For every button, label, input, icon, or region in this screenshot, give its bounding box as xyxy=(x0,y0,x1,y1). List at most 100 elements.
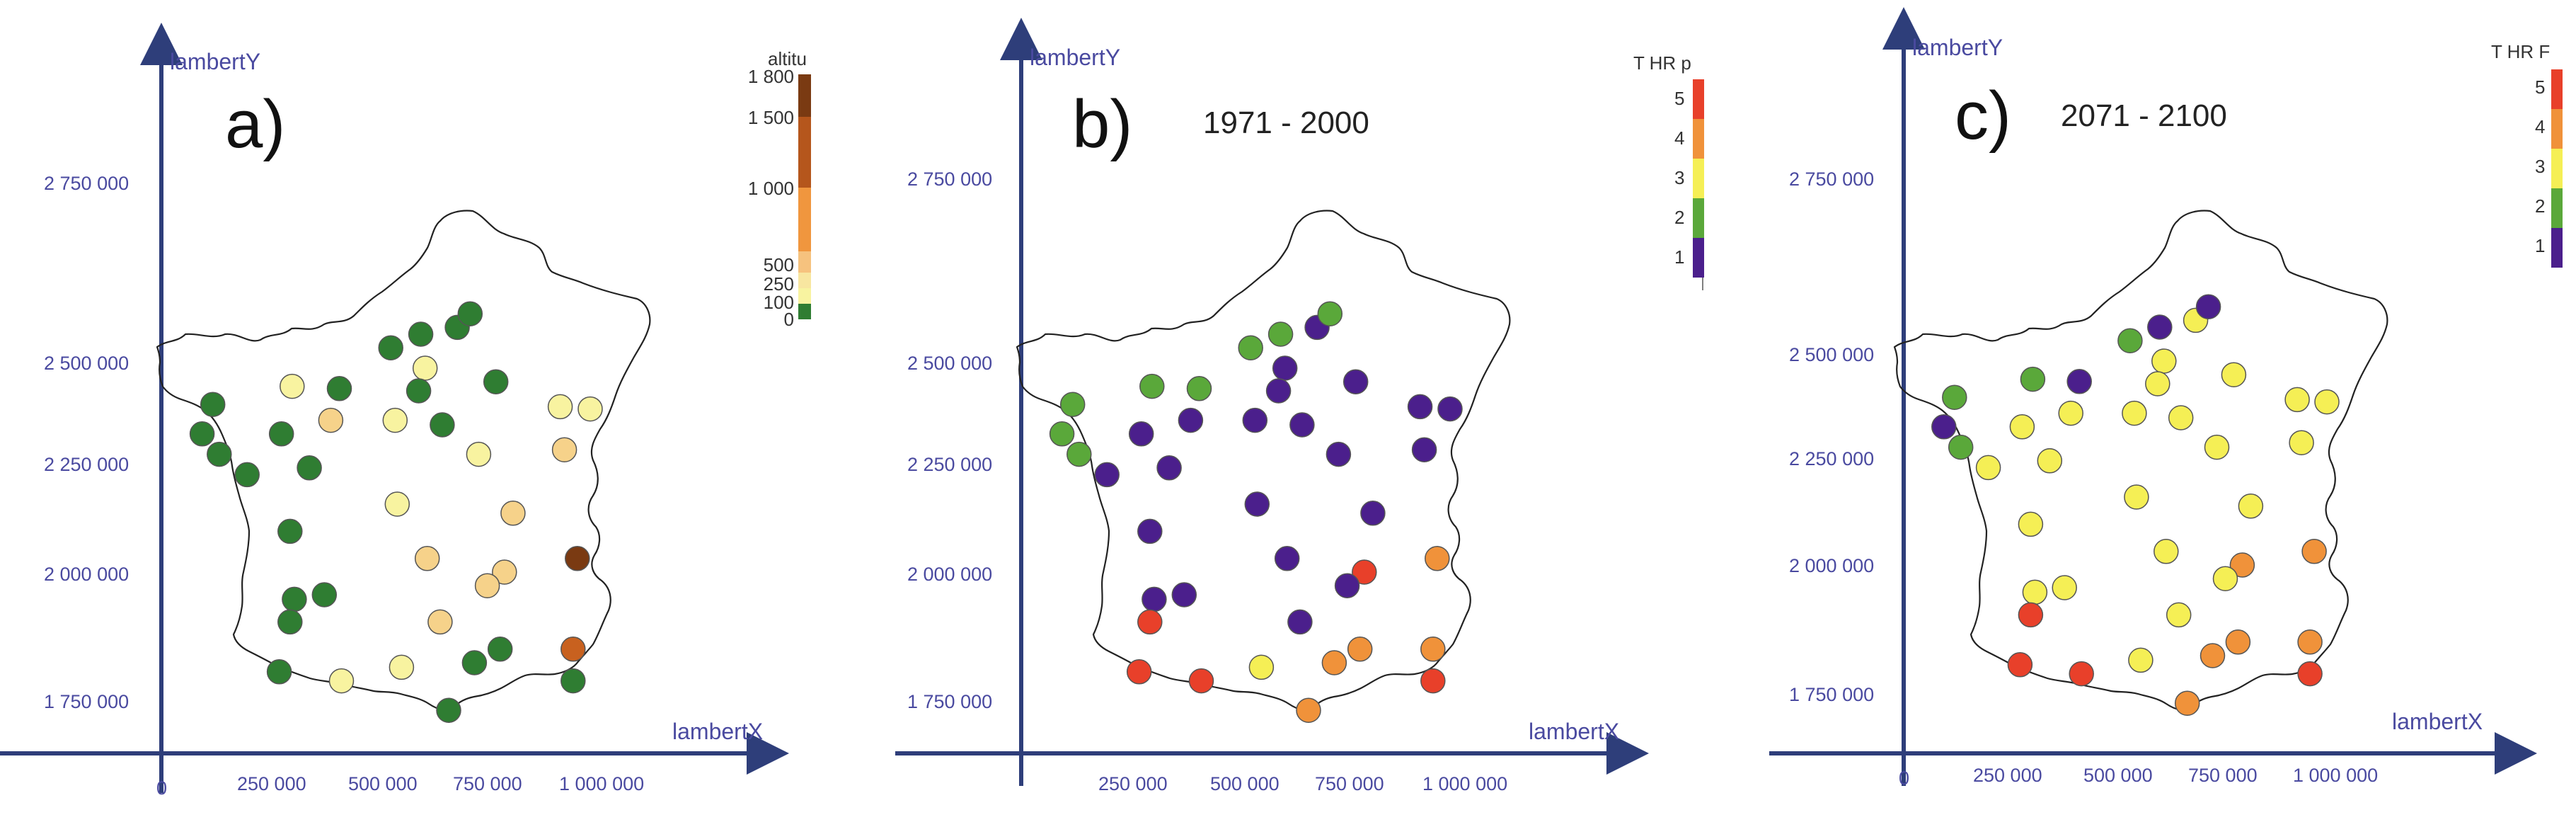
station-marker xyxy=(436,697,461,723)
station-marker xyxy=(427,609,453,635)
station-marker xyxy=(1049,421,1075,447)
x-tick: 500 000 xyxy=(2083,765,2153,786)
y-tick: 2 750 000 xyxy=(1789,169,1874,190)
station-marker xyxy=(2229,552,2255,578)
x-axis-label: lambertX xyxy=(672,719,763,744)
legend-tick: 3 xyxy=(2535,156,2545,177)
legend-class-1 xyxy=(1693,238,1704,278)
station-marker xyxy=(1289,412,1315,438)
x-axis-label: lambertX xyxy=(1529,719,1619,744)
station-marker xyxy=(1274,546,1300,571)
panel-c: lambertY lambertX 0 2 750 000 2 500 000 … xyxy=(1769,7,2563,789)
station-marker xyxy=(2204,434,2230,460)
legend-tick: 3 xyxy=(1674,167,1684,188)
station-marker xyxy=(268,421,294,447)
station-marker xyxy=(1128,421,1154,447)
station-marker xyxy=(430,412,455,438)
station-marker xyxy=(1317,301,1343,326)
x-tick: 250 000 xyxy=(237,773,306,794)
legend: T HR p 5 4 3 2 1 xyxy=(1633,52,1704,290)
y-tick: 1 750 000 xyxy=(1789,684,1874,705)
origin-label: 0 xyxy=(1899,768,1909,789)
station-marker xyxy=(1942,384,1967,410)
legend-tick: 5 xyxy=(1674,88,1684,109)
y-tick: 1 750 000 xyxy=(907,691,992,712)
station-marker xyxy=(2122,400,2147,426)
station-marker xyxy=(2147,314,2173,340)
legend-class-4 xyxy=(1693,119,1704,159)
panel-b: lambertY lambertX 2 750 000 2 500 000 2 … xyxy=(895,18,1704,794)
station-marker xyxy=(1931,414,1957,440)
station-marker xyxy=(2009,414,2035,440)
period-label: 2071 - 2100 xyxy=(2061,98,2227,133)
legend-tick: 1 xyxy=(2535,235,2545,256)
x-tick: 750 000 xyxy=(2188,765,2258,786)
station-marker xyxy=(2007,652,2033,678)
station-marker xyxy=(2069,661,2094,687)
station-marker xyxy=(1296,697,1321,723)
legend-class-2 xyxy=(1693,198,1704,238)
station-layer xyxy=(1049,301,1463,723)
y-tick: 2 000 000 xyxy=(907,564,992,585)
station-marker xyxy=(1287,609,1313,635)
station-marker xyxy=(1059,392,1086,417)
station-marker xyxy=(2154,539,2179,564)
station-marker xyxy=(280,373,305,399)
panel-letter: a) xyxy=(225,86,285,162)
station-marker xyxy=(2238,494,2264,519)
station-marker xyxy=(466,441,492,467)
station-marker xyxy=(234,462,260,488)
station-marker xyxy=(1156,455,1182,481)
station-marker xyxy=(384,491,410,517)
station-marker xyxy=(2195,294,2221,319)
station-marker xyxy=(551,437,577,462)
x-axis-label: lambertX xyxy=(2392,709,2483,734)
station-marker xyxy=(1425,546,1450,571)
legend-bar-0 xyxy=(798,304,811,319)
france-outline xyxy=(156,210,651,711)
panel-a: lambertY lambertX 0 2 750 000 2 500 000 … xyxy=(0,23,811,799)
station-marker xyxy=(1420,637,1446,662)
legend-tick: 1 000 xyxy=(748,178,794,199)
station-marker xyxy=(1244,491,1270,517)
france-outline xyxy=(1893,210,2388,711)
station-marker xyxy=(565,546,590,571)
station-marker xyxy=(1126,659,1152,685)
station-marker xyxy=(200,392,226,417)
y-tick: 2 000 000 xyxy=(44,564,129,585)
legend: altitu 1 800 1 500 1 000 500 250 100 0 xyxy=(748,48,811,330)
station-marker xyxy=(2289,430,2314,455)
station-marker xyxy=(1321,650,1347,675)
station-marker xyxy=(1242,407,1268,433)
station-marker xyxy=(2301,539,2327,564)
station-marker xyxy=(277,518,303,544)
legend-bar-500 xyxy=(798,251,811,273)
station-marker xyxy=(1139,373,1165,399)
station-marker xyxy=(560,637,586,662)
station-marker xyxy=(2168,405,2194,430)
station-marker xyxy=(1178,407,1204,433)
station-marker xyxy=(1360,501,1386,526)
legend-tick: 2 xyxy=(2535,195,2545,217)
legend-tick: 4 xyxy=(1674,127,1684,149)
station-marker xyxy=(1137,609,1163,635)
x-tick: 500 000 xyxy=(348,773,418,794)
station-marker xyxy=(487,637,513,662)
x-tick: 250 000 xyxy=(1973,765,2042,786)
legend-bar-100 xyxy=(798,288,811,304)
station-marker xyxy=(389,654,415,680)
station-marker xyxy=(2124,484,2149,510)
station-layer xyxy=(1931,294,2340,716)
legend-class-3 xyxy=(2551,149,2563,188)
station-marker xyxy=(326,376,352,401)
station-marker xyxy=(2058,400,2083,426)
legend-tick: 250 xyxy=(764,273,794,295)
station-marker xyxy=(189,421,215,447)
legend-tick: 500 xyxy=(764,254,794,275)
y-tick: 2 500 000 xyxy=(1789,344,1874,365)
legend-class-5 xyxy=(1693,79,1704,119)
station-marker xyxy=(2128,647,2154,673)
station-marker xyxy=(2037,448,2063,474)
station-marker xyxy=(547,394,573,420)
station-marker xyxy=(266,659,292,685)
